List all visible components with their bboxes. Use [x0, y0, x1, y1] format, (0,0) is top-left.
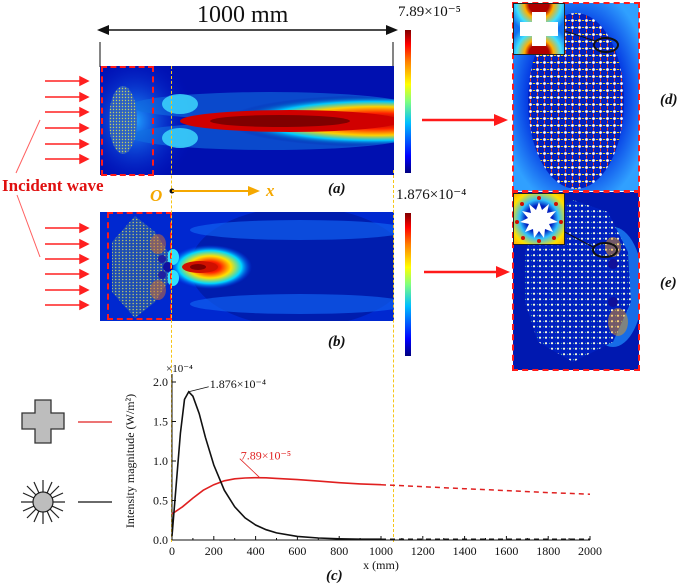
legend-cross [21, 399, 112, 444]
dimension-arrow [97, 25, 398, 67]
y-tick-label: 1.0 [153, 454, 168, 468]
x-tick-label: 1200 [411, 544, 435, 558]
x-tick-label: 400 [247, 544, 265, 558]
zoom-panel-e-border [512, 191, 640, 371]
intensity-chart: 0 200 400 600 800 1000 1200 1400 1600 1800 2000 0.0… [123, 363, 602, 572]
inset-star-field [513, 193, 565, 245]
panel-label-c: (c) [326, 568, 343, 584]
x-tick-label: 0 [169, 544, 175, 558]
y-multiplier-label: ×10⁻⁴ [166, 363, 193, 375]
y-axis-title: Intensity magnitude (W/m²) [123, 394, 137, 528]
annotation-label: 7.89×10⁻⁵ [241, 449, 291, 463]
series-extrapolated-cross [380, 483, 591, 495]
star-icon-inset [515, 196, 563, 243]
legend-star [21, 480, 112, 524]
series-line-cross [171, 476, 382, 515]
origin-guide-line [171, 66, 172, 542]
zoom-panel-d [513, 3, 639, 191]
x-tick-label: 2000 [578, 544, 602, 558]
star-icon [21, 480, 65, 524]
x-tick-label: 200 [205, 544, 223, 558]
colorbar-b-max-label: 1.876×10⁻⁴ [396, 187, 467, 203]
panel-label-e: (e) [660, 275, 677, 291]
panel-label-a: (a) [328, 181, 346, 197]
end-guide-line [393, 170, 394, 542]
scatterer-region-b [107, 212, 172, 320]
annotation-leader [239, 458, 261, 478]
panel-label-b: (b) [328, 334, 346, 350]
x-tick-label: 1000 [369, 544, 393, 558]
x-tick-label: 600 [288, 544, 306, 558]
x-axis-title: x (mm) [363, 558, 399, 572]
incident-wave-arrows [15, 75, 90, 311]
origin-label: O [150, 186, 163, 205]
colorbar-a [405, 30, 411, 173]
annotation-leader [188, 386, 209, 393]
x-tick-label: 1800 [536, 544, 560, 558]
y-tick-label: 1.5 [153, 415, 168, 429]
colorbar-b [405, 213, 411, 356]
panel-label-d: (d) [660, 92, 678, 108]
zoom-arrow-e [424, 266, 510, 278]
y-tick-label: 0.5 [153, 494, 168, 508]
zoom-arrow-d [422, 114, 508, 126]
inset-cross-field [513, 3, 565, 55]
x-tick-label: 800 [330, 544, 348, 558]
colorbar-a-max-label: 7.89×10⁻⁵ [398, 4, 461, 20]
y-tick-label: 2.0 [153, 375, 168, 389]
incident-wave-label: Incident wave [2, 176, 104, 195]
x-axis-label: x [266, 181, 275, 200]
x-axis-arrow [169, 186, 260, 196]
field-map-b [100, 212, 394, 321]
x-tick-label: 1400 [453, 544, 477, 558]
annotation-label: 1.876×10⁻⁴ [210, 377, 266, 391]
cross-icon [21, 399, 65, 444]
series-line-star [171, 390, 381, 540]
cross-icon [520, 12, 558, 46]
dimension-label: 1000 mm [197, 2, 289, 28]
x-tick-label: 1600 [494, 544, 518, 558]
y-tick-label: 0.0 [153, 533, 168, 547]
scatterer-region-a [101, 66, 154, 176]
